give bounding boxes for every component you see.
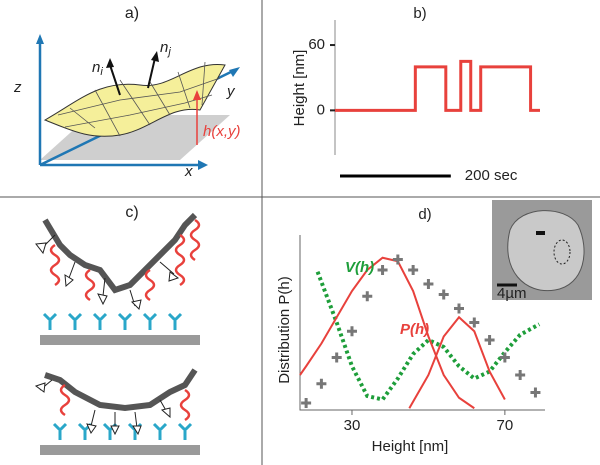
data-point [346, 326, 357, 337]
panel-label: c) [125, 204, 138, 221]
curve [299, 256, 475, 410]
panel-a: a) z y x ni nj h(x,y) [13, 5, 241, 180]
substrate [40, 445, 200, 455]
axis-label: y [226, 83, 236, 100]
axis-label: x [184, 163, 193, 180]
x-tick-label: 30 [344, 417, 361, 434]
axis-label: z [13, 79, 22, 96]
scale-bar-label: 4µm [497, 285, 526, 302]
membrane [44, 368, 198, 412]
data-point [438, 289, 449, 300]
panel-label: d) [418, 206, 431, 223]
curve-label: P(h) [400, 321, 429, 338]
data-point [530, 387, 541, 398]
cell [507, 210, 585, 292]
data-point [392, 254, 403, 265]
y-axis-label: Distribution P(h) [276, 276, 293, 384]
height-trace [335, 59, 540, 112]
data-point [301, 398, 312, 408]
curve-label: V(h) [345, 259, 374, 276]
index: j [166, 46, 171, 58]
receptors [42, 312, 183, 330]
curve [315, 271, 541, 402]
y-tick-label: 0 [317, 101, 325, 118]
x-tick-label: 70 [497, 417, 514, 434]
arrowhead [229, 67, 240, 77]
arrowhead [151, 51, 159, 62]
symbol: n [160, 39, 168, 56]
inset-image [492, 200, 592, 300]
symbol: n [92, 59, 100, 76]
data-point [331, 352, 342, 363]
data-point [408, 265, 419, 275]
y-tick-label: 60 [308, 36, 325, 53]
data-point [377, 265, 388, 275]
membrane [42, 212, 198, 294]
arrowhead [36, 34, 44, 44]
data-point [362, 291, 373, 302]
arrowhead [198, 160, 208, 170]
axes [299, 235, 545, 411]
height-label: h(x,y) [203, 123, 241, 140]
substrate [40, 335, 200, 345]
normal-label: ni [92, 59, 103, 78]
data-point [454, 303, 465, 314]
surface-grid [57, 61, 221, 137]
panel-label: b) [413, 5, 426, 22]
data-point [423, 279, 434, 289]
curve [408, 315, 506, 409]
normal-label: nj [160, 39, 171, 58]
arrowhead [106, 58, 114, 68]
marker [536, 231, 545, 235]
panel-c: c) [34, 204, 201, 455]
data-point [499, 352, 510, 363]
membrane-surface [43, 63, 226, 137]
receptors [52, 422, 193, 440]
data-point [515, 370, 526, 380]
y-axis-label: Height [nm] [291, 50, 308, 127]
index: i [100, 66, 103, 78]
data-point [469, 317, 480, 328]
tethers [49, 218, 201, 422]
data-point [484, 335, 495, 345]
arrowhead [193, 90, 201, 100]
data-point [316, 378, 327, 389]
x-axis-label: Height [nm] [372, 438, 449, 455]
force-arrows [39, 234, 175, 429]
arrowheads [34, 242, 180, 436]
panel-label: a) [125, 5, 139, 22]
scale-bar-label: 200 sec [465, 167, 518, 184]
normal-arrows [109, 57, 156, 96]
region [553, 239, 571, 265]
